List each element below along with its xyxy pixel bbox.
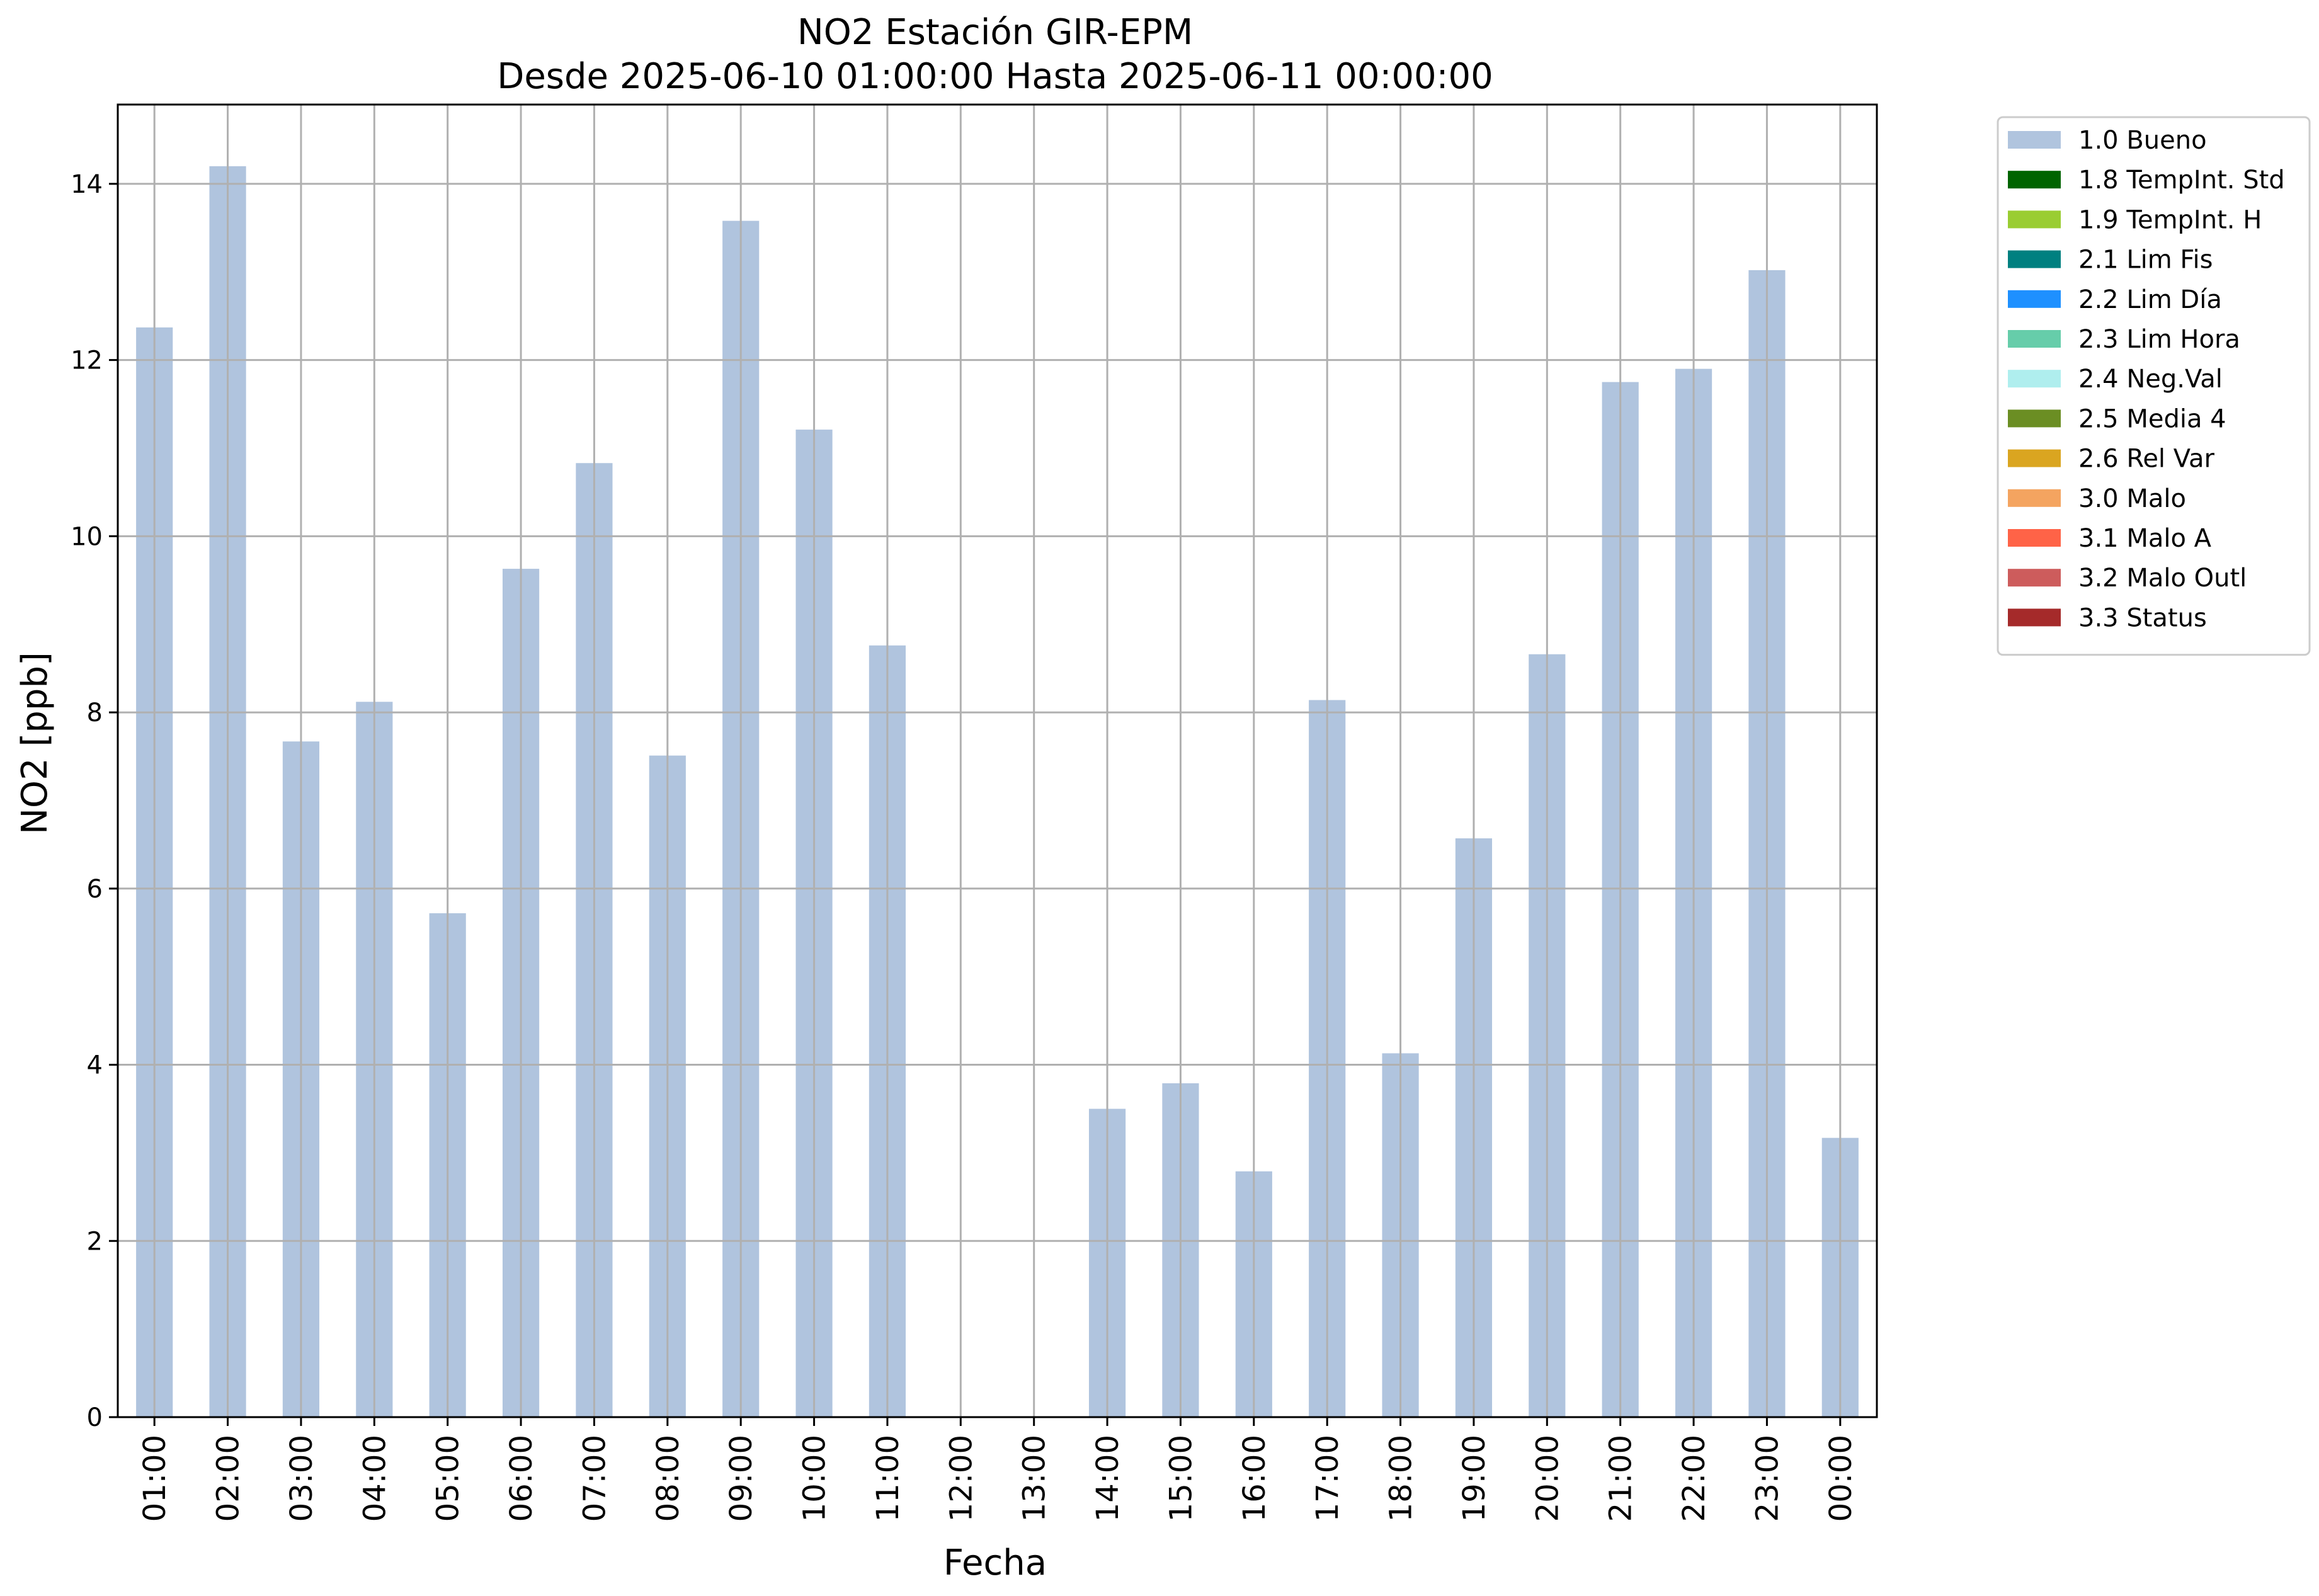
- legend-label: 2.6 Rel Var: [2078, 445, 2215, 474]
- legend-label: 3.0 Malo: [2078, 484, 2186, 513]
- legend-swatch: [2008, 529, 2061, 547]
- x-tick-label: 13:00: [1017, 1435, 1052, 1522]
- legend-swatch: [2008, 250, 2061, 268]
- legend-swatch: [2008, 449, 2061, 467]
- legend-label: 2.5 Media 4: [2078, 404, 2226, 433]
- plot-area: 0 2 4 6 8 10 12 14 01:00 02:00 03:00 04:00 05:00 06:0…: [71, 103, 1878, 1522]
- legend-box: [1997, 116, 2311, 656]
- x-tick-label: 01:00: [137, 1435, 173, 1522]
- legend-swatch: [2008, 489, 2061, 507]
- x-tick-label: 15:00: [1163, 1435, 1199, 1522]
- legend-swatch: [2008, 409, 2061, 428]
- y-axis-label: NO2 [ppb]: [14, 652, 55, 835]
- legend-label: 1.0 Bueno: [2078, 126, 2207, 155]
- legend-swatch: [2008, 569, 2061, 587]
- x-tick-label: 10:00: [797, 1435, 833, 1522]
- legend-swatch: [2008, 131, 2061, 149]
- legend-swatch: [2008, 330, 2061, 348]
- x-tick-label: 22:00: [1677, 1435, 1712, 1522]
- x-tick-label: 11:00: [870, 1435, 906, 1522]
- x-tick-label: 18:00: [1384, 1435, 1419, 1522]
- legend-label: 3.2 Malo Outl: [2078, 564, 2247, 593]
- y-tick-label: 4: [87, 1051, 103, 1080]
- x-tick-label: 04:00: [357, 1435, 392, 1522]
- legend-swatch: [2008, 210, 2061, 229]
- legend-label: 1.9 TempInt. H: [2078, 205, 2262, 234]
- legend-label: 3.1 Malo A: [2078, 524, 2212, 553]
- x-tick-label: 02:00: [211, 1435, 246, 1522]
- x-tick-label: 03:00: [284, 1435, 319, 1522]
- y-tick-label: 14: [71, 170, 103, 199]
- y-tick-label: 2: [87, 1227, 103, 1256]
- legend-label: 2.1 Lim Fis: [2078, 246, 2213, 275]
- x-tick-label: 09:00: [724, 1435, 759, 1522]
- x-tick-label: 06:00: [504, 1435, 539, 1522]
- axes-frame: [117, 103, 1878, 1418]
- x-tick-label: 00:00: [1823, 1435, 1859, 1522]
- x-tick-label: 16:00: [1237, 1435, 1272, 1522]
- y-tick-label: 0: [87, 1403, 103, 1432]
- y-tick-label: 10: [71, 522, 103, 551]
- x-tick-label: 17:00: [1310, 1435, 1345, 1522]
- legend-label: 1.8 TempInt. Std: [2078, 166, 2285, 195]
- x-tick-label: 19:00: [1457, 1435, 1492, 1522]
- x-tick-label: 21:00: [1604, 1435, 1639, 1522]
- chart-title: NO2 Estación GIR-EPM: [797, 12, 1193, 53]
- y-tick-label: 12: [71, 346, 103, 375]
- x-tick-label: 14:00: [1090, 1435, 1125, 1522]
- x-tick-label: 23:00: [1750, 1435, 1785, 1522]
- y-tick-label: 8: [87, 698, 103, 727]
- legend-label: 2.3 Lim Hora: [2078, 325, 2240, 354]
- legend-label: 3.3 Status: [2078, 603, 2207, 632]
- legend-swatch: [2008, 370, 2061, 388]
- x-axis-label: Fecha: [943, 1542, 1047, 1583]
- legend-label: 2.2 Lim Día: [2078, 285, 2222, 314]
- x-tick-label: 05:00: [431, 1435, 466, 1522]
- x-tick-label: 12:00: [943, 1435, 979, 1522]
- legend: 1.0 Bueno 1.8 TempInt. Std 1.9 TempInt. H 2…: [1997, 116, 2311, 656]
- x-tick-label: 20:00: [1530, 1435, 1565, 1522]
- y-tick-label: 6: [87, 875, 103, 904]
- legend-swatch: [2008, 290, 2061, 308]
- x-tick-label: 08:00: [651, 1435, 686, 1522]
- legend-label: 2.4 Neg.Val: [2078, 365, 2223, 394]
- legend-swatch: [2008, 171, 2061, 189]
- chart-subtitle: Desde 2025-06-10 01:00:00 Hasta 2025-06-…: [497, 56, 1493, 97]
- legend-swatch: [2008, 608, 2061, 627]
- x-tick-label: 07:00: [577, 1435, 612, 1522]
